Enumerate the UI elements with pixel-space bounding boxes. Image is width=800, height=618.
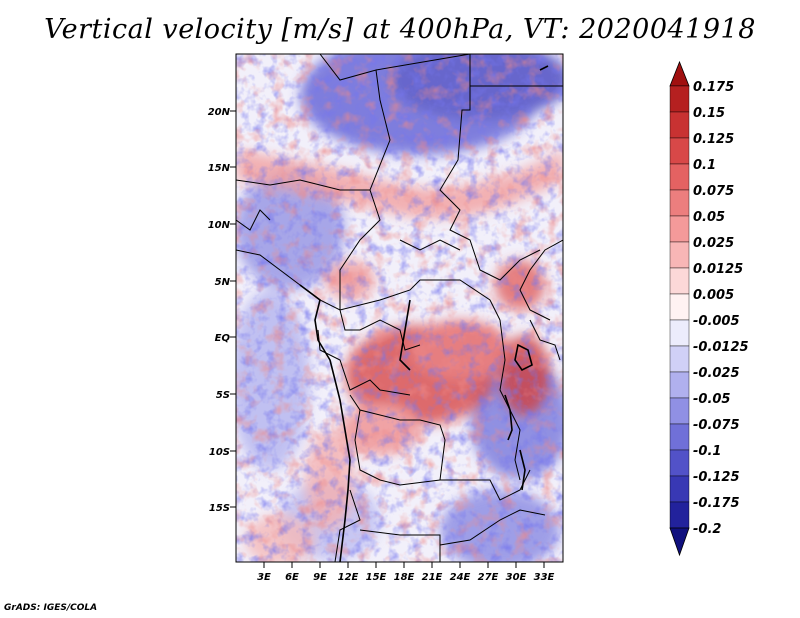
lat-tick-20n: 20N [208,107,231,118]
lat-tick-10n: 10N [208,220,231,231]
colorbar-swatch [669,137,690,165]
lon-tick-21e: 21E [422,572,443,583]
latitude-axis: 20N 15N 10N 5N EQ 5S 10S 15S [208,107,236,514]
colorbar-label: -0.005 [693,314,740,329]
colorbar-label: 0.025 [693,236,734,251]
lon-tick-3e: 3E [257,572,271,583]
colorbar-swatch [669,397,690,425]
colorbar-swatch [669,345,690,373]
colorbar-swatch [669,475,690,503]
colorbar-swatch [669,501,690,529]
colorbar-label: 0.0125 [693,262,743,277]
lat-tick-5n: 5N [215,277,231,288]
country-borders [236,54,563,562]
colorbar-label: -0.175 [693,496,740,511]
lat-tick-5s: 5S [216,390,230,401]
colorbar-label: -0.05 [693,392,730,407]
colorbar-swatch [669,293,690,321]
lat-tick-15s: 15S [209,503,230,514]
colorbar-swatch [669,423,690,451]
colorbar-swatch [669,163,690,191]
longitude-axis: 3E 6E 9E 12E 15E 18E 21E 24E 27E 30E 33E [257,562,555,583]
lon-tick-15e: 15E [366,572,387,583]
lakes-and-coasts [299,65,549,562]
colorbar-label: 0.075 [693,184,734,199]
lon-tick-9e: 9E [313,572,327,583]
colorbar-label: -0.025 [693,366,740,381]
lat-tick-eq: EQ [215,333,231,344]
colorbar-label: -0.0125 [693,340,749,355]
colorbar-label: -0.2 [693,522,721,537]
lon-tick-27e: 27E [478,572,499,583]
colorbar-top-triangle [669,60,690,87]
colorbar-bottom-triangle [669,527,690,557]
lat-tick-10s: 10S [209,447,230,458]
lon-tick-18e: 18E [394,572,415,583]
grads-credit: GrADS: IGES/COLA [4,603,98,613]
colorbar-swatch [669,371,690,399]
colorbar-swatch [669,85,690,113]
colorbar-swatch [669,241,690,269]
colorbar-label: 0.175 [693,80,734,95]
lon-tick-6e: 6E [285,572,299,583]
colorbar-label: 0.15 [693,106,725,121]
colorbar: 0.175 0.15 0.125 0.1 0.075 0.05 0.025 0.… [669,60,749,557]
map-frame [235,53,564,563]
colorbar-label: 0.125 [693,132,734,147]
colorbar-label: -0.125 [693,470,740,485]
colorbar-swatch [669,319,690,347]
map-title: Vertical velocity [m/s] at 400hPa, VT: 2… [44,14,756,45]
vertical-velocity-field [236,54,563,562]
colorbar-label: 0.1 [693,158,716,173]
colorbar-label: 0.05 [693,210,725,225]
colorbar-swatch [669,267,690,295]
lon-tick-30e: 30E [506,572,527,583]
lat-tick-15n: 15N [208,163,231,174]
colorbar-swatch [669,111,690,139]
colorbar-label: -0.075 [693,418,740,433]
colorbar-swatch [669,215,690,243]
colorbar-label: 0.005 [693,288,734,303]
lon-tick-12e: 12E [338,572,359,583]
colorbar-label: -0.1 [693,444,721,459]
lon-tick-24e: 24E [450,572,471,583]
colorbar-swatch [669,449,690,477]
colorbar-swatch [669,189,690,217]
lon-tick-33e: 33E [534,572,555,583]
